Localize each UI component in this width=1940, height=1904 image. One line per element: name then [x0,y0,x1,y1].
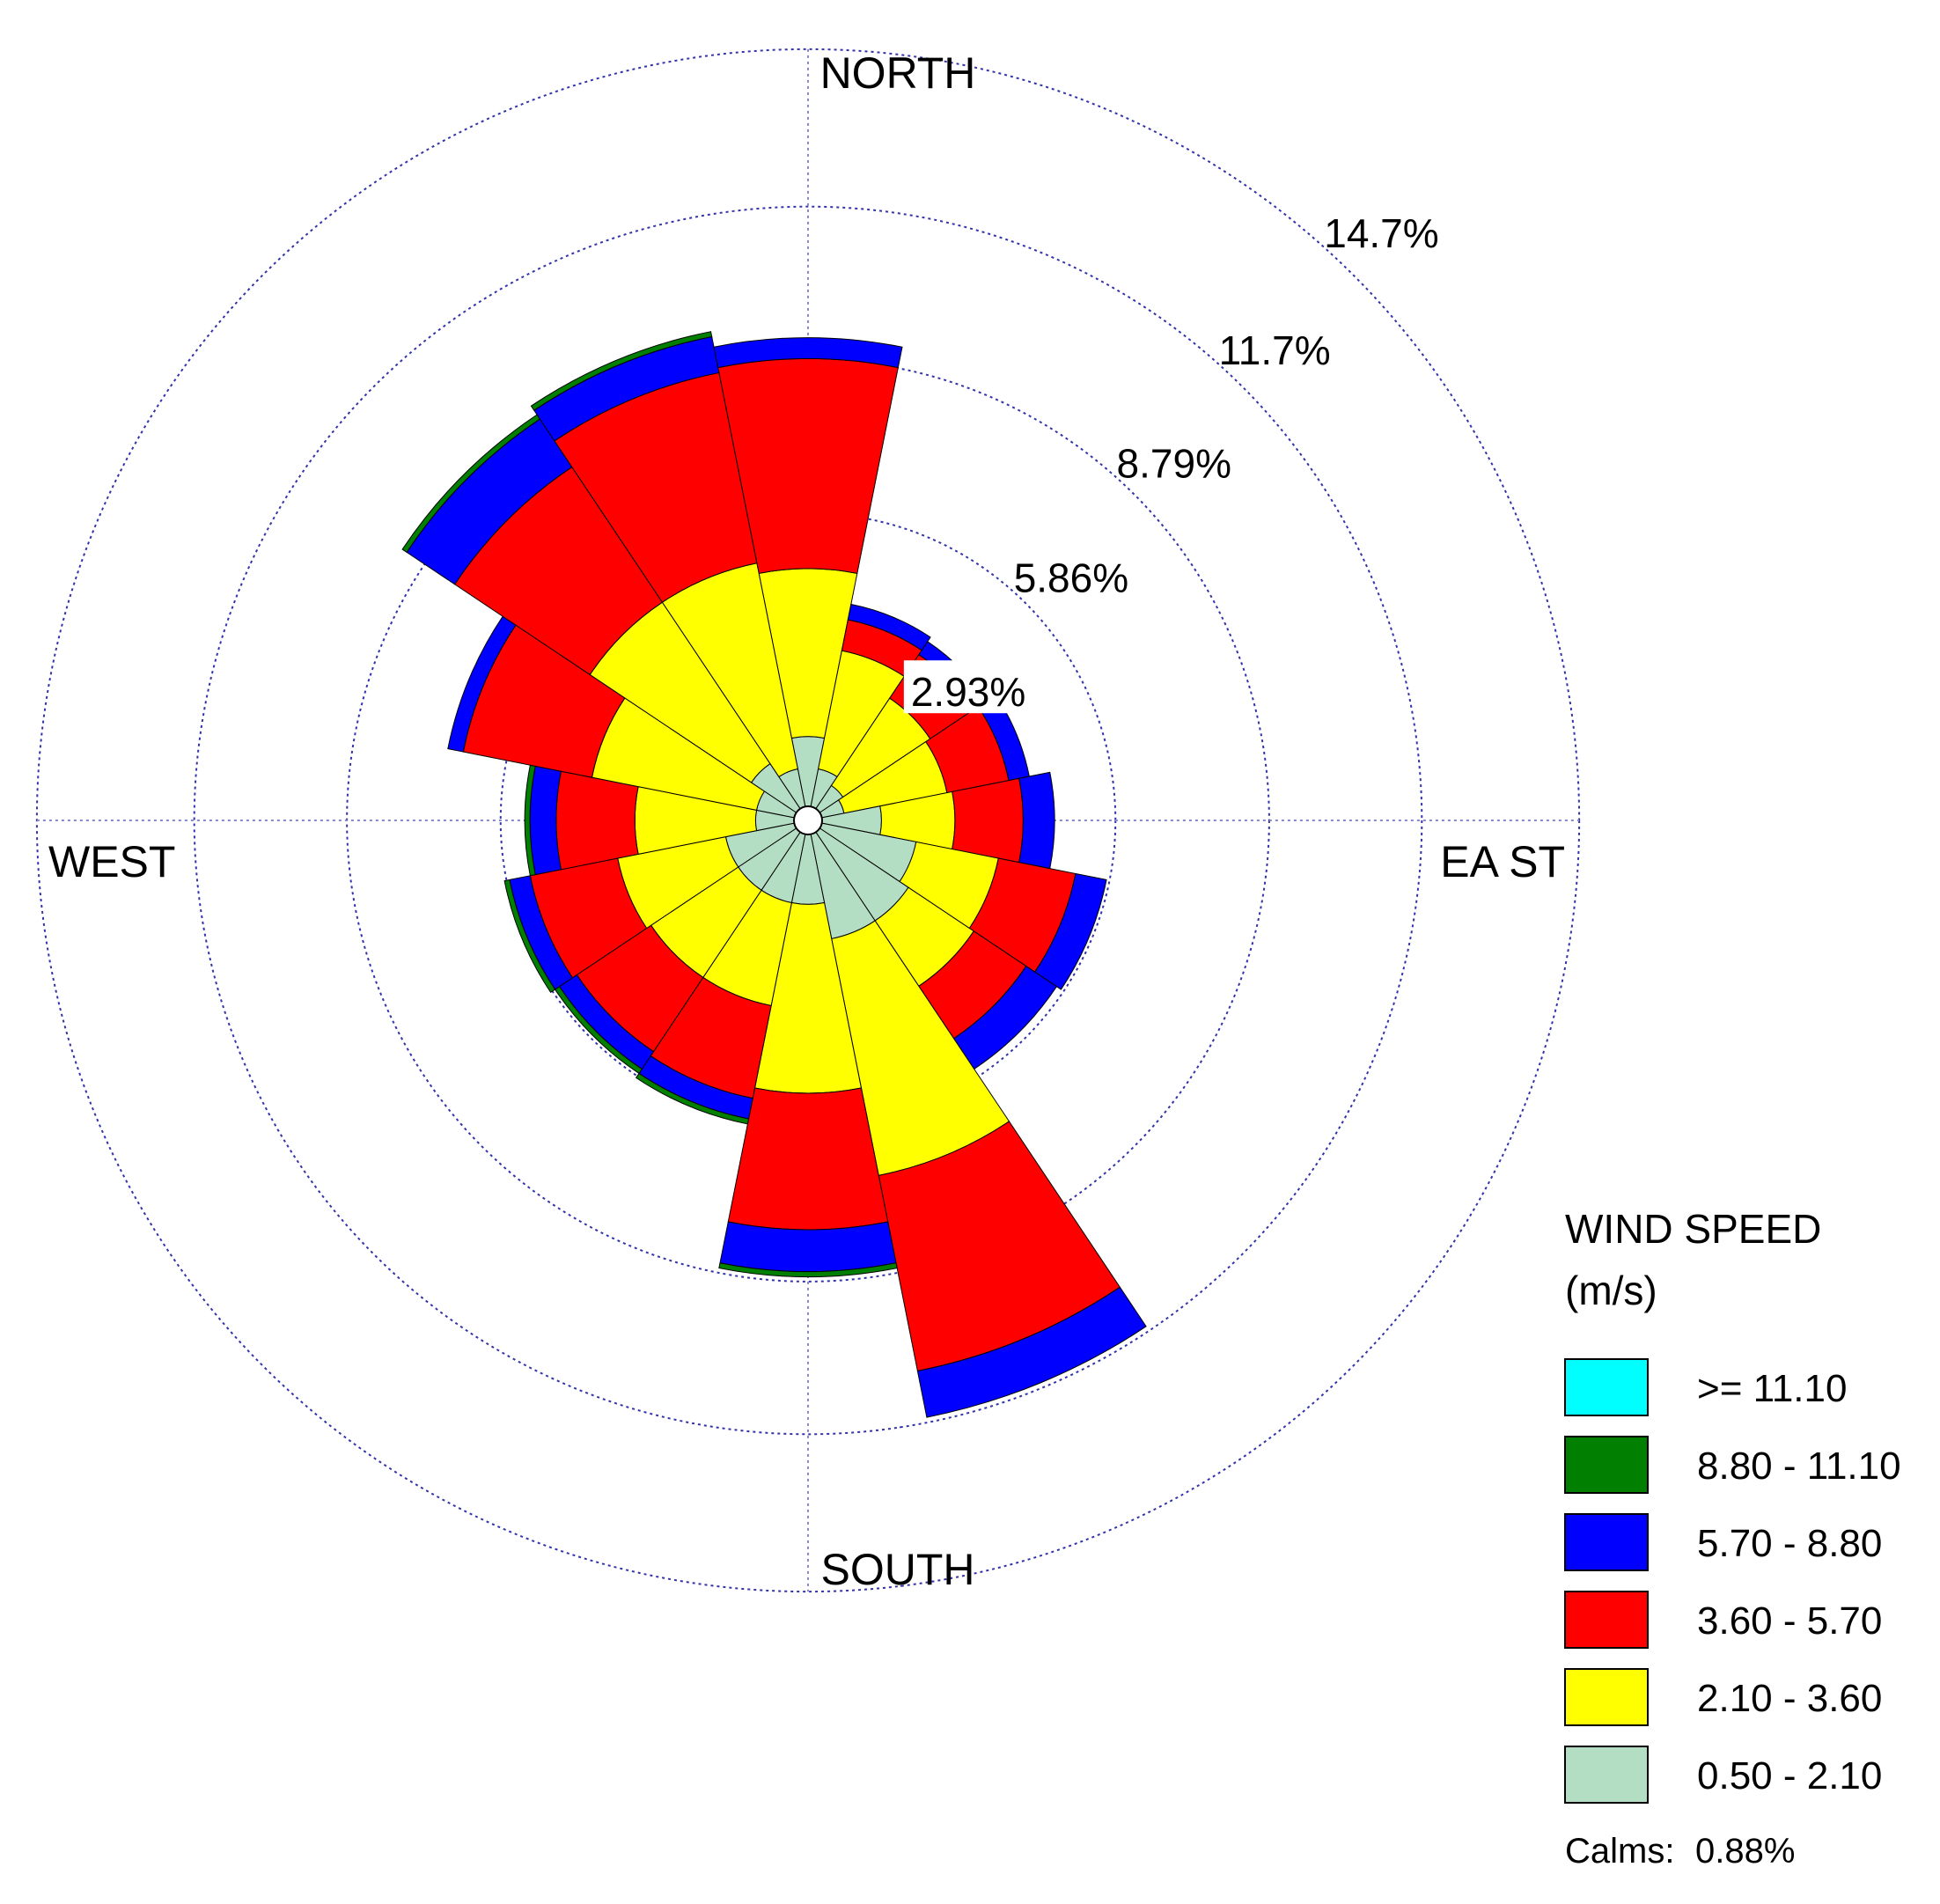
legend-label-5: 2.10 - 3.60 [1697,1677,1882,1720]
ring-label-2: 5.86% [1014,555,1128,600]
legend-swatch-5 [1564,1668,1649,1726]
legend-label-3: 5.70 - 8.80 [1697,1522,1882,1565]
petal-ese-bin-4 [1033,872,1107,990]
petal-nnw-bin-5 [530,331,713,411]
east-label: EA ST [1440,837,1565,886]
legend-swatch-3 [1564,1513,1649,1571]
legend-title: WIND SPEED [1565,1206,1821,1252]
calm-center-circle [793,805,823,835]
legend: WIND SPEED (m/s) >= 11.10 8.80 - 11.10 5.7… [1564,1206,1901,1871]
ring-label-bg [903,660,1054,714]
petal-e-bin-4 [1018,771,1055,870]
ring-labels: 2.93% 5.86% 8.79% 11.7% 14.7% [903,210,1439,715]
legend-swatch-6 [1564,1746,1649,1804]
petal-s-bin-5 [718,1262,898,1277]
petal-w-bin-4 [529,765,562,876]
petal-e-bin-3 [952,777,1024,864]
legend-subtitle: (m/s) [1565,1268,1657,1313]
legend-label-1: >= 11.10 [1697,1367,1847,1410]
calms-value: 0.88% [1695,1832,1795,1871]
legend-swatch-4 [1564,1591,1649,1649]
south-label: SOUTH [821,1545,975,1594]
petal-wsw-bin-5 [503,878,556,994]
wind-petals [401,331,1147,1418]
legend-swatch-2 [1564,1436,1649,1494]
calms-label: Calms: [1565,1832,1674,1871]
legend-items: >= 11.10 8.80 - 11.10 5.70 - 8.80 3.60 - 5.… [1564,1358,1901,1804]
legend-label-6: 0.50 - 2.10 [1697,1754,1882,1797]
ring-label-5: 14.7% [1324,210,1438,256]
legend-label-4: 3.60 - 5.70 [1697,1599,1882,1643]
legend-swatch-1 [1564,1358,1649,1416]
petal-sse-bin-4 [916,1286,1147,1418]
ring-label-3: 8.79% [1117,441,1231,487]
petal-s-bin-3 [727,1087,889,1231]
petal-nne-bin-4 [847,603,931,651]
petal-ssw-bin-5 [635,1072,750,1125]
ring-4 [193,205,1423,1436]
petal-n-bin-4 [713,337,903,369]
west-label: WEST [48,837,175,886]
legend-label-2: 8.80 - 11.10 [1697,1445,1901,1488]
ring-label-4: 11.7% [1219,327,1331,373]
ring-label-1: 2.93% [911,669,1025,715]
petal-w-bin-3 [555,770,639,871]
north-label: NORTH [820,48,976,98]
